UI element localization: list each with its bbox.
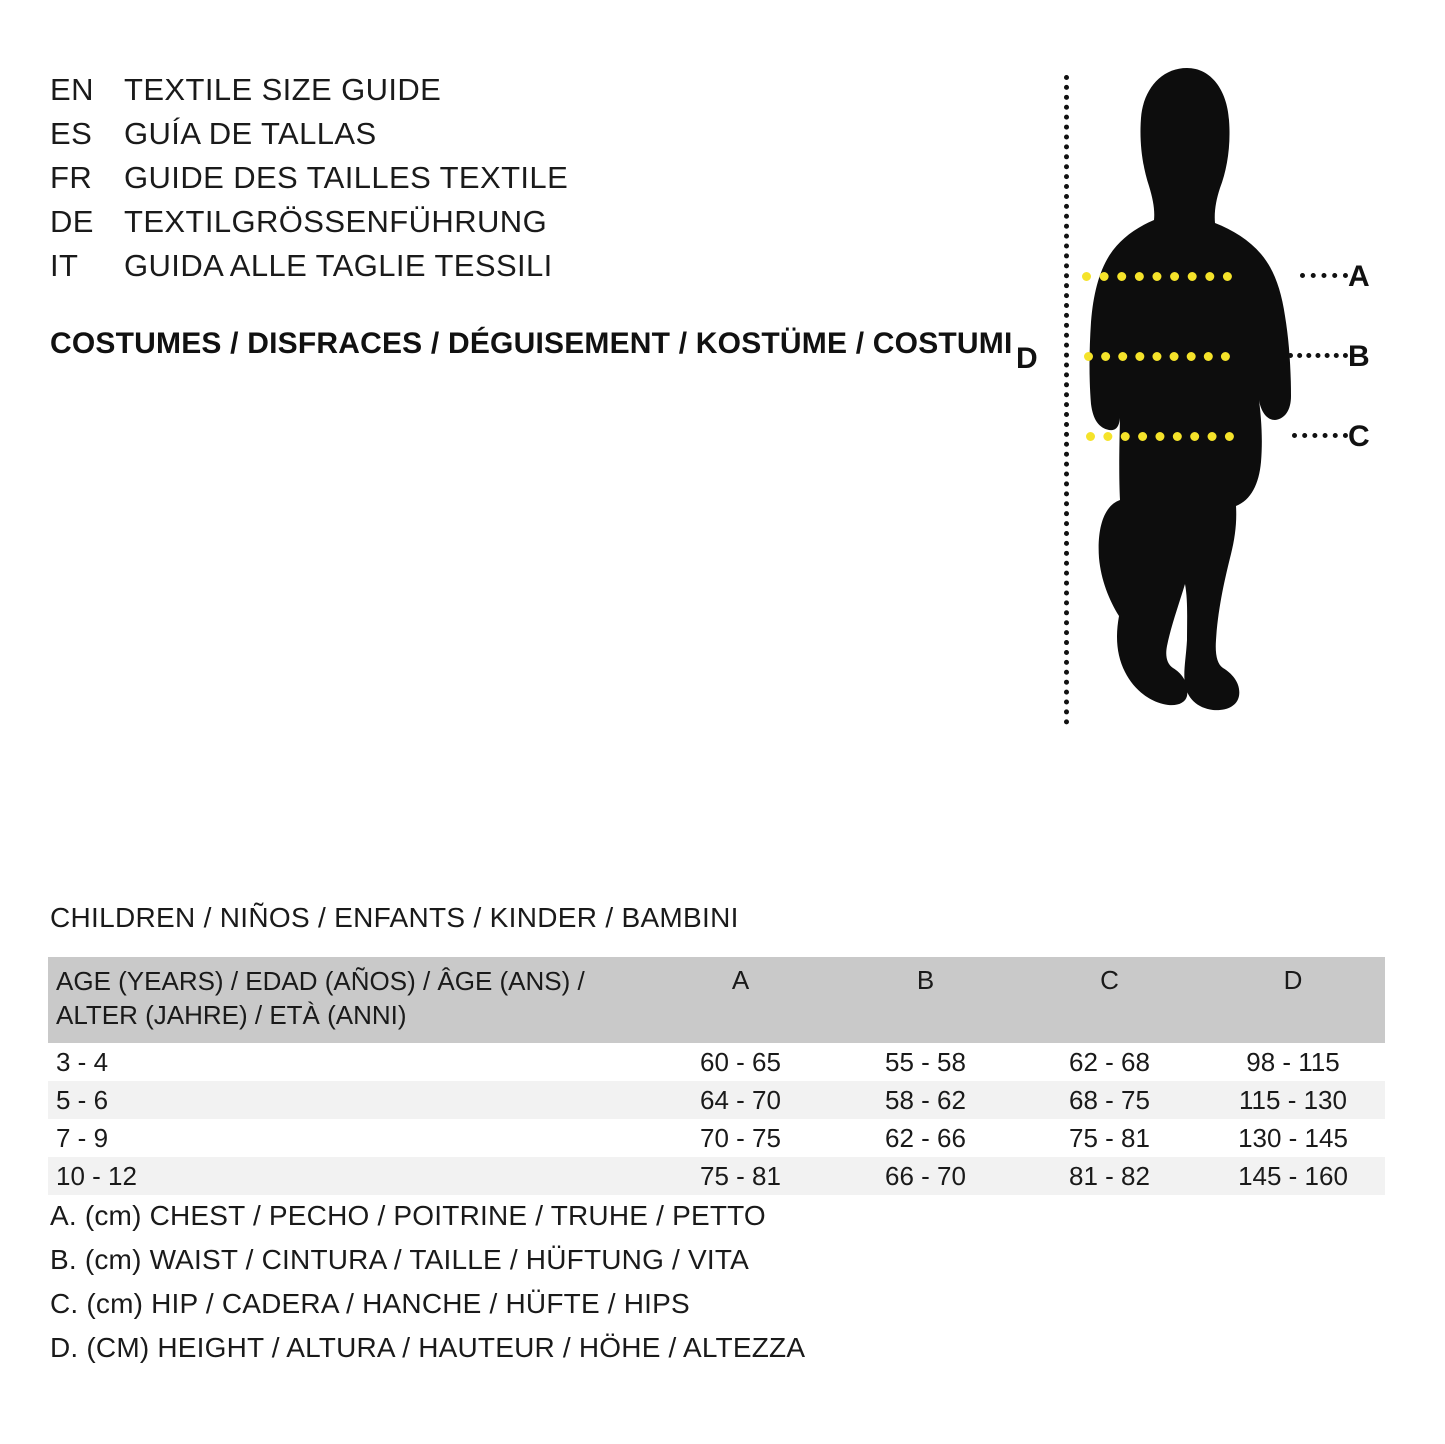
language-text-en: TEXTILE SIZE GUIDE: [124, 72, 442, 107]
leader-line-b: [1288, 353, 1348, 358]
language-code-es: ES: [50, 116, 93, 151]
table-header-d: D: [1283, 965, 1303, 995]
language-list: EN TEXTILE SIZE GUIDE ES GUÍA DE TALLAS …: [50, 72, 950, 292]
cell-d: 145 - 160: [1238, 1160, 1348, 1191]
legend-item-b: B. (cm) WAIST / CINTURA / TAILLE / HÜFTU…: [50, 1244, 749, 1275]
cell-c: 75 - 81: [1069, 1122, 1150, 1153]
table-header-row: AGE (YEARS) / EDAD (AÑOS) / ÂGE (ANS) / …: [48, 957, 1385, 1043]
measure-label-b: B: [1348, 340, 1370, 373]
language-row-fr: FR GUIDE DES TAILLES TEXTILE: [50, 160, 950, 204]
cell-age: 7 - 9: [56, 1122, 109, 1153]
language-text-it: GUIDA ALLE TAGLIE TESSILI: [124, 248, 553, 283]
language-row-it: IT GUIDA ALLE TAGLIE TESSILI: [50, 248, 950, 292]
cell-d: 130 - 145: [1238, 1122, 1348, 1153]
leader-line-a: [1300, 273, 1348, 278]
cell-b: 55 - 58: [885, 1046, 966, 1077]
cell-age: 3 - 4: [56, 1046, 109, 1077]
table-header-b: B: [916, 965, 935, 995]
cell-a: 60 - 65: [700, 1046, 781, 1077]
section-title: COSTUMES / DISFRACES / DÉGUISEMENT / KOS…: [50, 327, 1013, 360]
table-header-age: AGE (YEARS) / EDAD (AÑOS) / ÂGE (ANS) / …: [48, 957, 648, 1043]
waist-measure-line-b: [1084, 352, 1230, 361]
height-dashed-line-icon: [1064, 75, 1069, 725]
measure-label-c: C: [1348, 420, 1370, 453]
language-row-es: ES GUÍA DE TALLAS: [50, 116, 950, 160]
cell-c: 81 - 82: [1069, 1160, 1150, 1191]
cell-d: 98 - 115: [1246, 1046, 1340, 1077]
size-table: AGE (YEARS) / EDAD (AÑOS) / ÂGE (ANS) / …: [48, 957, 1385, 1195]
leader-line-c: [1292, 433, 1348, 438]
language-row-en: EN TEXTILE SIZE GUIDE: [50, 72, 950, 116]
legend-item-d: D. (CM) HEIGHT / ALTURA / HAUTEUR / HÖHE…: [50, 1332, 806, 1363]
cell-a: 75 - 81: [700, 1160, 781, 1191]
table-heading: CHILDREN / NIÑOS / ENFANTS / KINDER / BA…: [50, 902, 739, 933]
legend-item-c: C. (cm) HIP / CADERA / HANCHE / HÜFTE / …: [50, 1288, 690, 1319]
table-row: 7 - 9 70 - 75 62 - 66 75 - 81 130 - 145: [48, 1118, 1385, 1157]
table-row: 3 - 4 60 - 65 55 - 58 62 - 68 98 - 115: [48, 1042, 1385, 1081]
cell-c: 68 - 75: [1069, 1084, 1150, 1115]
measurement-figure: D A B C: [1000, 60, 1400, 740]
language-code-en: EN: [50, 72, 94, 107]
cell-age: 10 - 12: [56, 1160, 137, 1191]
language-row-de: DE TEXTILGRÖSSENFÜHRUNG: [50, 204, 950, 248]
cell-b: 62 - 66: [885, 1122, 966, 1153]
measure-label-a: A: [1348, 260, 1370, 293]
cell-d: 115 - 130: [1239, 1084, 1347, 1115]
child-silhouette-icon: [1089, 68, 1291, 711]
cell-b: 66 - 70: [885, 1160, 966, 1191]
measurement-legend: A. (cm) CHEST / PECHO / POITRINE / TRUHE…: [50, 1200, 1050, 1376]
language-text-es: GUÍA DE TALLAS: [124, 116, 377, 151]
hip-measure-line-c: [1086, 432, 1234, 441]
legend-item-a: A. (cm) CHEST / PECHO / POITRINE / TRUHE…: [50, 1200, 766, 1231]
chest-measure-line-a: [1082, 272, 1232, 281]
age-header-line-1: AGE (YEARS) / EDAD (AÑOS) / ÂGE (ANS) /: [56, 966, 585, 996]
cell-a: 64 - 70: [700, 1084, 781, 1115]
table-header-c: C: [1100, 965, 1119, 995]
language-code-fr: FR: [50, 160, 93, 195]
cell-age: 5 - 6: [56, 1084, 109, 1115]
table-row: 5 - 6 64 - 70 58 - 62 68 - 75 115 - 130: [48, 1080, 1385, 1119]
measure-label-d: D: [1016, 342, 1038, 375]
cell-a: 70 - 75: [700, 1122, 781, 1153]
language-code-it: IT: [50, 248, 79, 283]
cell-c: 62 - 68: [1069, 1046, 1150, 1077]
language-text-fr: GUIDE DES TAILLES TEXTILE: [124, 160, 569, 195]
language-code-de: DE: [50, 204, 94, 239]
table-row: 10 - 12 75 - 81 66 - 70 81 - 82 145 - 16…: [48, 1156, 1385, 1195]
cell-b: 58 - 62: [885, 1084, 966, 1115]
language-text-de: TEXTILGRÖSSENFÜHRUNG: [124, 204, 548, 239]
table-header-a: A: [731, 965, 750, 995]
age-header-line-2: ALTER (JAHRE) / ETÀ (ANNI): [56, 999, 407, 1030]
